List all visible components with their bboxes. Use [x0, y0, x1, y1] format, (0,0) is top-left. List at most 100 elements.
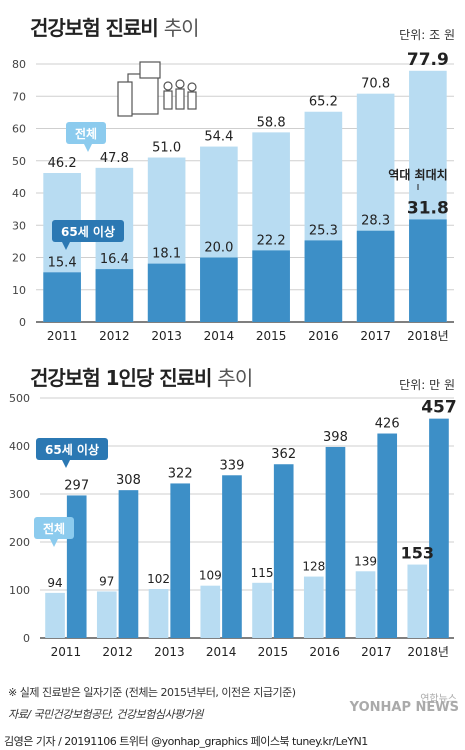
- chart2-xtick-label: 2012: [102, 645, 133, 659]
- chart1-title-light: 추이: [163, 16, 200, 40]
- chart2-bar-sub: [429, 418, 449, 638]
- chart1-value-label-sub: 15.4: [48, 255, 77, 270]
- chart1-value-label-total: 65.2: [309, 95, 338, 110]
- chart1-unit: 단위: 조 원: [399, 28, 455, 42]
- chart2-bar-total: [407, 564, 428, 638]
- chart1-xtick-label: 2015: [256, 329, 287, 343]
- chart1-value-label-total: 47.8: [100, 151, 129, 166]
- chart2-value-label-total: 153: [401, 544, 434, 563]
- chart2-value-label-sub: 398: [323, 430, 348, 445]
- chart2-bar-total: [148, 589, 169, 638]
- chart1-ytick-label: 10: [12, 284, 26, 297]
- chart1-annotation: 역대 최대치: [388, 167, 448, 190]
- chart1-labels: 46.2 15.4 2011 47.8 16.4 2012 51.0 18.1 2013 54.4…: [47, 50, 449, 343]
- chart1-value-label-sub: 31.8: [407, 198, 449, 218]
- chart1-value-label-total: 58.8: [257, 115, 286, 130]
- chart1-bars: [43, 70, 447, 323]
- chart2-value-label-sub: 457: [421, 398, 457, 418]
- chart2-bar-total: [45, 592, 65, 638]
- chart2-xtick-label: 2017: [361, 645, 392, 659]
- chart2-value-label-sub: 362: [271, 447, 296, 462]
- chart1-value-label-sub: 25.3: [309, 223, 338, 238]
- chart2-bar-total: [355, 571, 376, 638]
- chart1-xtick-label: 2013: [151, 329, 182, 343]
- chart2-value-label-sub: 322: [168, 466, 193, 481]
- chart1-bar-sub: [409, 219, 447, 322]
- building-people-icon: [117, 61, 197, 117]
- chart2-bar-total: [252, 582, 272, 638]
- chart2-callouts: 65세 이상 전체: [34, 438, 108, 547]
- chart1-ytick-label: 0: [19, 316, 26, 329]
- chart2-bar-sub: [325, 446, 346, 638]
- source-note: 자료/ 국민건강보험공단, 건강보험심사평가원: [8, 708, 203, 721]
- chart1-bar-sub: [356, 230, 395, 322]
- chart1-value-label-sub: 16.4: [100, 252, 129, 267]
- chart2-callout-total: 전체: [34, 517, 74, 547]
- chart1-value-label-total: 54.4: [204, 130, 233, 145]
- chart2-bar-total: [303, 576, 324, 638]
- chart2-svg: 0 100 200 300 400 500 94 297 2011 97 308 2012 102 32…: [9, 392, 457, 659]
- chart2-value-label-total: 94: [47, 576, 62, 590]
- chart1-ytick-label: 40: [12, 187, 26, 200]
- chart2-xtick-label: 2013: [154, 645, 185, 659]
- logo-sub-text: 연합뉴스: [420, 694, 457, 705]
- chart2-callout-sub: 65세 이상: [36, 438, 108, 468]
- chart2-callout-sub-label: 65세 이상: [45, 442, 99, 457]
- chart1-ytick-label: 80: [12, 58, 26, 71]
- chart1-svg: 0 10 20 30 40 50 60 70 80 46.2 15.4 2011 47.8 16.4 20…: [12, 50, 454, 343]
- chart2-bar-sub: [170, 483, 191, 638]
- chart1-ytick-label: 50: [12, 155, 26, 168]
- chart2-title: 건강보험 1인당 진료비 추이: [30, 362, 253, 391]
- chart2-value-label-total: 109: [199, 569, 222, 583]
- chart1-bar-sub: [200, 257, 238, 322]
- chart1-callout-total-label: 전체: [75, 126, 97, 141]
- chart2-bar-sub: [377, 433, 398, 638]
- chart2-value-label-sub: 297: [64, 478, 89, 493]
- chart1-bar-sub: [252, 250, 290, 322]
- chart2-ytick-label: 400: [9, 440, 30, 453]
- chart2-xtick-label: 2018년: [407, 645, 449, 659]
- chart2-value-label-total: 115: [251, 566, 274, 580]
- chart1-value-label-sub: 20.0: [204, 241, 233, 256]
- yonhap-logo: YONHAP NEWS: [349, 700, 459, 715]
- chart1-xtick-label: 2016: [308, 329, 339, 343]
- chart1-callouts: 전체 65세 이상 역대 최대치: [52, 122, 448, 250]
- chart1-ytick-label: 30: [12, 219, 26, 232]
- chart1-value-label-sub: 28.3: [361, 214, 390, 229]
- chart2-xtick-label: 2014: [206, 645, 237, 659]
- chart1-value-label-total: 46.2: [48, 156, 77, 171]
- chart2-ytick-label: 200: [9, 536, 30, 549]
- chart2-xtick-label: 2011: [51, 645, 82, 659]
- chart2-ytick-label: 0: [23, 632, 30, 645]
- chart1-value-label-total: 77.9: [407, 50, 449, 70]
- chart2-ytick-label: 300: [9, 488, 30, 501]
- chart1-ytick-label: 20: [12, 252, 26, 265]
- chart2-value-label-sub: 339: [220, 458, 245, 473]
- chart1-xtick-label: 2014: [204, 329, 235, 343]
- chart2-value-label-total: 97: [99, 574, 114, 588]
- chart2-bars: [45, 418, 449, 638]
- chart1-xtick-label: 2017: [360, 329, 391, 343]
- chart2-unit: 단위: 만 원: [399, 378, 455, 392]
- chart2-value-label-sub: 308: [116, 473, 141, 488]
- chart1-callout-sub: 65세 이상: [52, 220, 124, 250]
- chart1-xtick-label: 2018년: [407, 329, 449, 343]
- chart1-value-label-sub: 22.2: [257, 233, 286, 248]
- chart2-ytick-label: 100: [9, 584, 30, 597]
- chart1-callout-total: 전체: [66, 122, 106, 152]
- chart2-bar-total: [96, 591, 117, 638]
- footer-credit: 김영은 기자 / 20191106 트위터 @yonhap_graphics 페…: [4, 735, 368, 748]
- chart1-title-bold: 건강보험 진료비: [30, 16, 159, 40]
- chart1-value-label-sub: 18.1: [152, 247, 181, 262]
- chart2-bar-sub: [66, 495, 87, 638]
- chart2-xtick-label: 2016: [309, 645, 340, 659]
- chart1-ytick-label: 70: [12, 90, 26, 103]
- chart2-xtick-label: 2015: [258, 645, 289, 659]
- chart1-bar-sub: [95, 269, 134, 322]
- chart1-bar-sub: [304, 240, 343, 322]
- footer-bar: 김영은 기자 / 20191106 트위터 @yonhap_graphics 페…: [0, 729, 465, 750]
- chart2-labels: 94 297 2011 97 308 2012 102 322 2013 109 339 2014 11…: [47, 398, 456, 659]
- chart2-title-bold: 건강보험 1인당 진료비: [30, 366, 212, 390]
- chart1-ytick-label: 60: [12, 123, 26, 136]
- chart1-bar-sub: [147, 263, 186, 322]
